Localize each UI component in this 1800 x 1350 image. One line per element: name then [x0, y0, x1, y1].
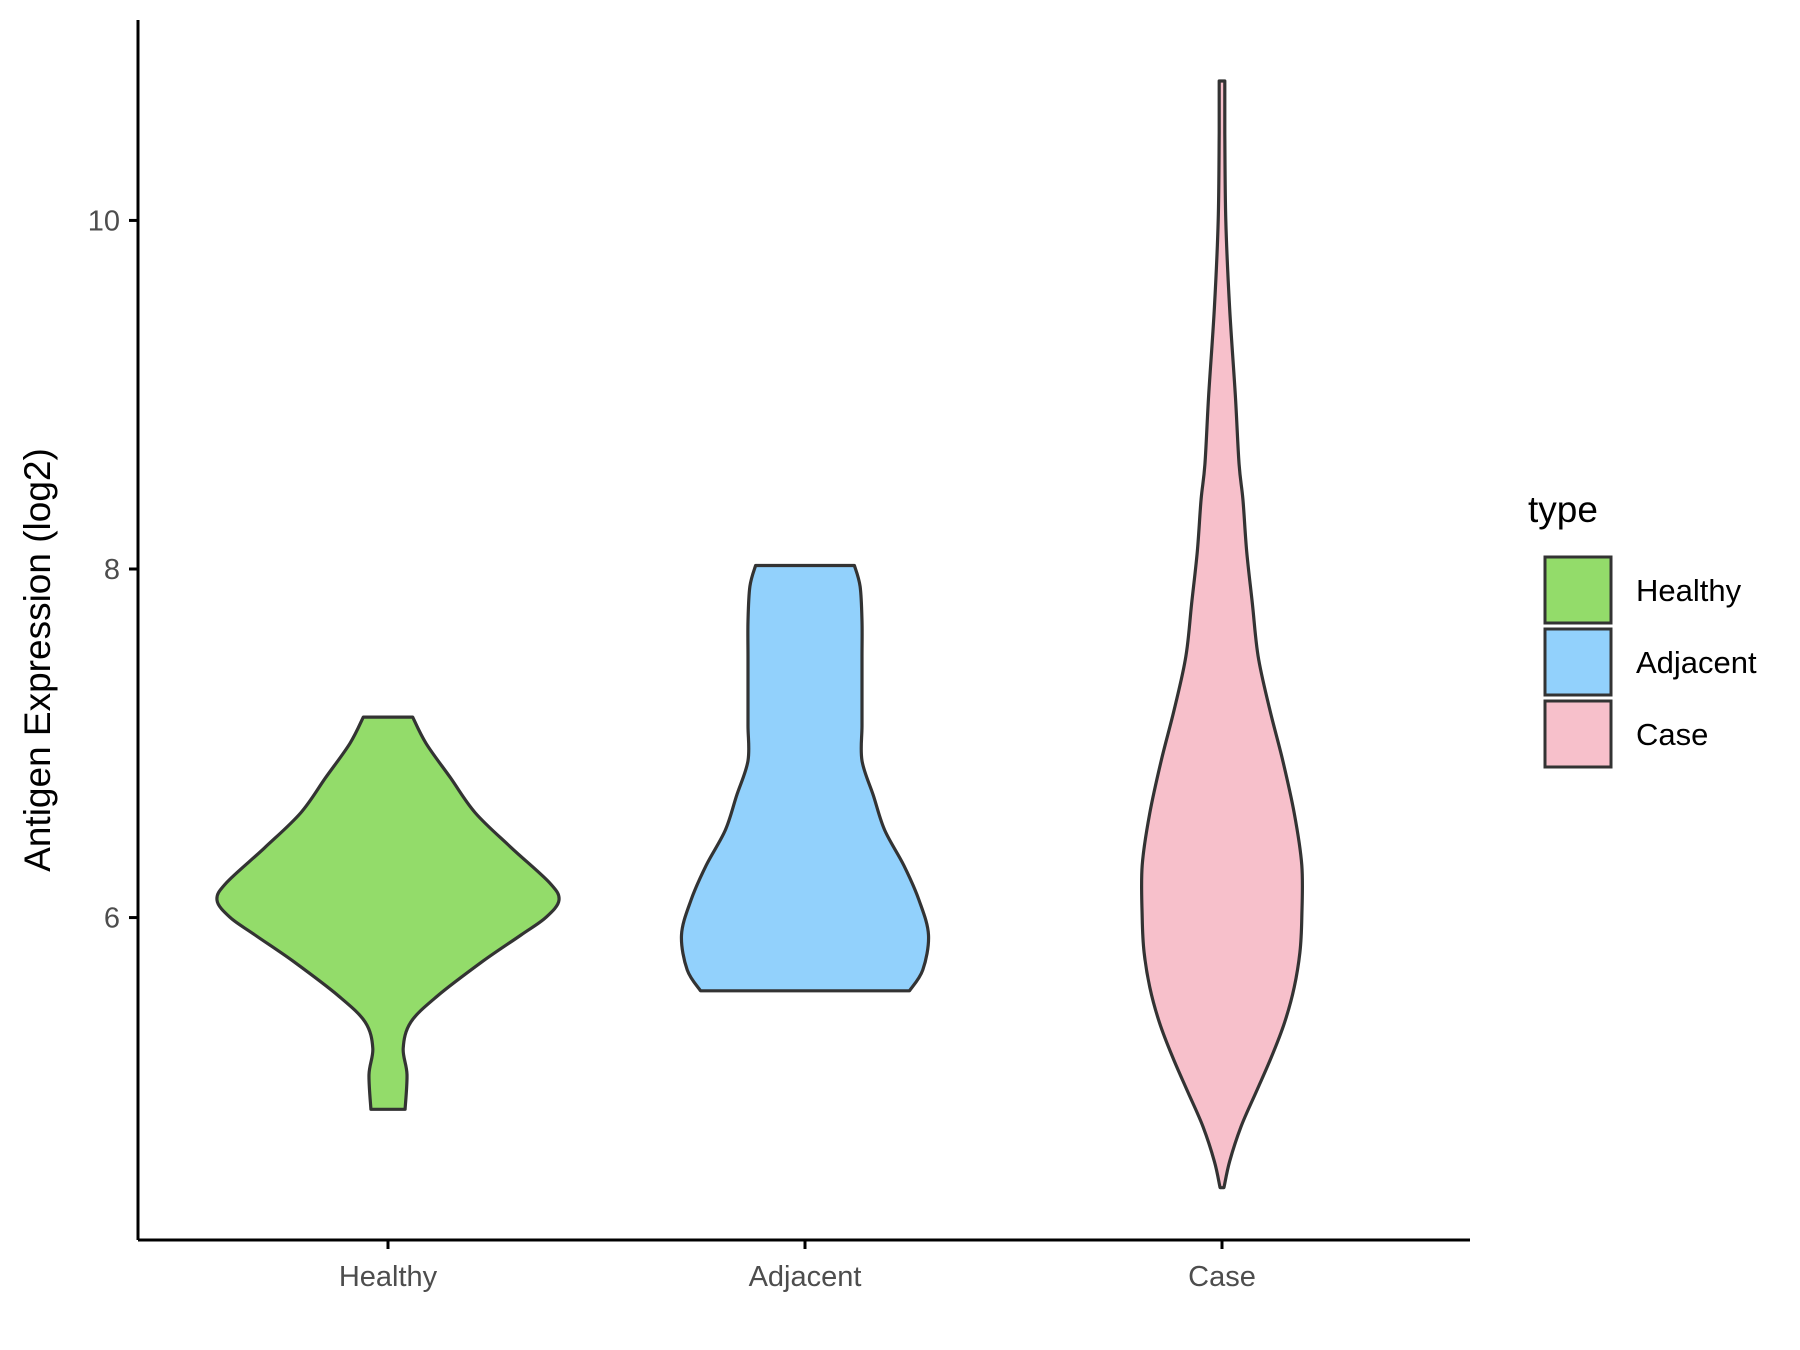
y-axis-title: Antigen Expression (log2) [17, 448, 58, 872]
violin-adjacent [679, 563, 931, 993]
y-tick-label: 8 [104, 554, 120, 586]
y-tick-label: 10 [88, 205, 120, 237]
legend-label-adjacent: Adjacent [1636, 645, 1757, 680]
legend-title: type [1528, 489, 1598, 530]
y-axis-ticks: 6 8 10 [88, 205, 138, 935]
legend-swatch-case [1543, 699, 1613, 769]
x-tick-label: Case [1188, 1261, 1256, 1293]
x-axis-ticks: Healthy Adjacent Case [339, 1240, 1256, 1293]
violins-layer [215, 79, 1305, 1190]
legend-items: Healthy Adjacent Case [1543, 555, 1757, 769]
x-tick-label: Adjacent [749, 1261, 862, 1293]
legend-label-case: Case [1636, 717, 1708, 752]
violin-case [1139, 79, 1305, 1190]
violin-healthy [215, 715, 561, 1111]
legend-swatch-healthy [1543, 555, 1613, 625]
legend-swatch-adjacent [1543, 627, 1613, 697]
y-tick-label: 6 [104, 903, 120, 935]
legend-label-healthy: Healthy [1636, 573, 1742, 608]
x-tick-label: Healthy [339, 1261, 438, 1293]
legend: type Healthy Adjacent Case [1528, 489, 1757, 769]
